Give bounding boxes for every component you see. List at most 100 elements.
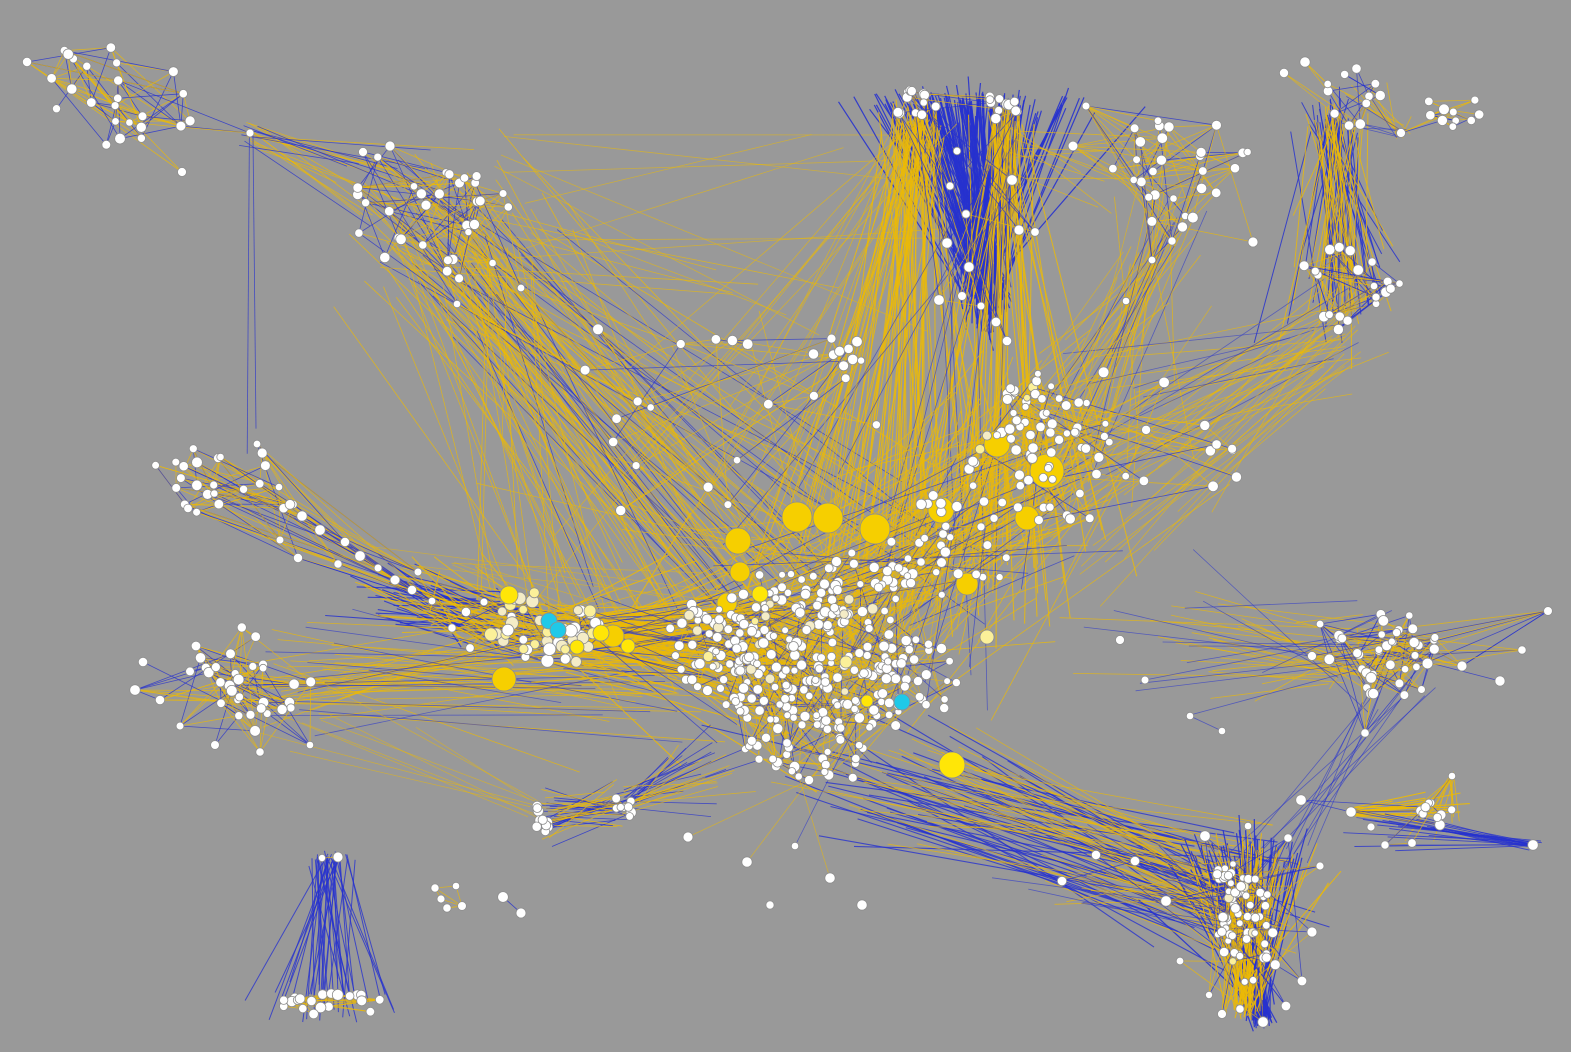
graph-node[interactable] — [1448, 122, 1457, 131]
graph-node[interactable] — [675, 339, 686, 349]
graph-node[interactable] — [890, 720, 901, 731]
graph-node[interactable] — [406, 585, 417, 596]
graph-node[interactable] — [215, 677, 226, 688]
graph-node[interactable] — [1395, 279, 1404, 288]
graph-node[interactable] — [701, 613, 713, 625]
graph-node[interactable] — [787, 570, 796, 579]
graph-node[interactable] — [1235, 1004, 1245, 1014]
graph-node[interactable] — [877, 688, 888, 699]
graph-node[interactable] — [21, 57, 32, 68]
graph-node[interactable] — [829, 603, 840, 613]
graph-node[interactable] — [389, 574, 401, 586]
graph-node[interactable] — [1009, 96, 1020, 107]
graph-node[interactable] — [726, 592, 738, 604]
graph-node[interactable] — [813, 619, 824, 630]
graph-node[interactable] — [796, 659, 807, 671]
graph-node[interactable] — [532, 803, 543, 813]
graph-node[interactable] — [935, 497, 947, 509]
graph-node[interactable] — [225, 648, 236, 660]
graph-node[interactable] — [789, 649, 801, 661]
graph-node[interactable] — [859, 668, 869, 678]
graph-node[interactable] — [1377, 615, 1390, 627]
graph-node[interactable] — [961, 209, 971, 219]
graph-node[interactable] — [373, 563, 383, 573]
graph-node[interactable] — [1013, 224, 1025, 236]
graph-node[interactable] — [646, 403, 655, 412]
graph-node[interactable] — [1374, 645, 1384, 654]
graph-node[interactable] — [433, 188, 445, 200]
graph-node[interactable] — [1196, 182, 1208, 194]
graph-node[interactable] — [884, 697, 895, 709]
graph-node[interactable] — [781, 665, 791, 675]
graph-node[interactable] — [1121, 296, 1131, 306]
graph-node[interactable] — [1405, 611, 1414, 620]
graph-node[interactable] — [1091, 468, 1102, 480]
graph-node[interactable] — [781, 626, 789, 634]
graph-node[interactable] — [939, 703, 950, 714]
graph-node[interactable] — [1177, 221, 1189, 233]
graph-node[interactable] — [579, 364, 591, 376]
graph-node[interactable] — [941, 237, 953, 249]
graph-node[interactable] — [754, 754, 764, 764]
graph-node[interactable] — [537, 814, 548, 825]
graph-node[interactable] — [632, 396, 643, 407]
graph-node[interactable] — [515, 907, 527, 919]
graph-node[interactable] — [1205, 991, 1214, 1000]
graph-node[interactable] — [1345, 806, 1357, 818]
graph-node[interactable] — [1262, 921, 1271, 930]
graph-node[interactable] — [1280, 1000, 1292, 1012]
graph-node[interactable] — [1325, 310, 1334, 319]
graph-node[interactable] — [332, 851, 344, 863]
graph-node[interactable] — [62, 48, 74, 60]
graph-node[interactable] — [465, 643, 475, 653]
graph-node[interactable] — [498, 189, 508, 198]
graph-node[interactable] — [616, 803, 625, 812]
graph-node[interactable] — [731, 643, 742, 654]
graph-node[interactable] — [1407, 838, 1417, 848]
graph-node[interactable] — [112, 58, 121, 68]
graph-node[interactable] — [804, 775, 815, 786]
graph-node[interactable] — [809, 390, 819, 401]
graph-node[interactable] — [807, 348, 820, 360]
graph-node[interactable] — [1323, 79, 1332, 89]
graph-node[interactable] — [236, 622, 247, 633]
graph-node[interactable] — [716, 684, 725, 693]
graph-node[interactable] — [1138, 475, 1150, 487]
graph-node[interactable] — [886, 536, 897, 547]
graph-node[interactable] — [812, 600, 822, 611]
graph-node[interactable] — [1306, 926, 1318, 938]
graph-node[interactable] — [1352, 648, 1363, 658]
graph-node[interactable] — [415, 188, 427, 200]
graph-node[interactable] — [560, 644, 571, 655]
graph-node[interactable] — [908, 654, 920, 665]
graph-node[interactable] — [308, 1008, 319, 1020]
graph-node[interactable] — [314, 524, 326, 536]
graph-node[interactable] — [260, 460, 271, 471]
graph-node[interactable] — [913, 676, 924, 687]
graph-node[interactable] — [676, 617, 688, 629]
graph-node[interactable] — [936, 557, 947, 568]
graph-node[interactable] — [1365, 671, 1377, 684]
graph-node[interactable] — [1366, 822, 1376, 832]
graph-node[interactable] — [1351, 63, 1362, 74]
graph-node[interactable] — [1025, 429, 1036, 441]
graph-node[interactable] — [951, 678, 961, 688]
graph-node[interactable] — [1026, 452, 1038, 464]
graph-node[interactable] — [746, 735, 757, 746]
graph-node[interactable] — [1352, 264, 1364, 276]
graph-node[interactable] — [781, 501, 813, 533]
graph-node[interactable] — [742, 338, 754, 350]
graph-node[interactable] — [905, 577, 917, 589]
graph-node[interactable] — [583, 604, 597, 618]
graph-node[interactable] — [185, 666, 195, 677]
graph-node[interactable] — [976, 301, 986, 311]
graph-node[interactable] — [339, 537, 350, 548]
graph-node[interactable] — [1031, 375, 1042, 387]
graph-node[interactable] — [592, 323, 604, 336]
graph-node[interactable] — [884, 710, 894, 720]
graph-node[interactable] — [1011, 415, 1022, 426]
graph-node[interactable] — [1447, 771, 1457, 781]
graph-node[interactable] — [731, 697, 740, 706]
graph-node[interactable] — [409, 182, 419, 191]
graph-node[interactable] — [1231, 471, 1243, 483]
